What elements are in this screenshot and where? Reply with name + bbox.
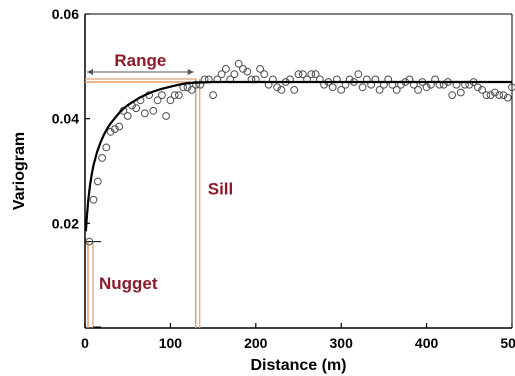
range-label: Range — [114, 51, 166, 70]
sample-point — [102, 143, 111, 152]
sample-point — [294, 70, 303, 79]
y-tick-label: 0.02 — [52, 215, 79, 231]
x-tick-label: 0 — [81, 335, 89, 351]
sample-point — [456, 88, 465, 97]
sample-point — [260, 70, 269, 79]
sample-point — [307, 70, 316, 79]
sample-point — [158, 91, 166, 99]
sample-point — [239, 65, 247, 73]
sample-point — [234, 59, 243, 68]
sample-point — [175, 91, 183, 99]
nugget-label: Nugget — [99, 274, 158, 293]
range-arrow-right-head — [187, 69, 194, 76]
sample-point — [243, 67, 252, 76]
sample-point — [508, 83, 515, 92]
sample-point — [273, 83, 282, 92]
sample-point — [222, 65, 230, 73]
axis-ticks: 0 100 200 300 400 500 0.02 0.04 0.06 — [52, 6, 515, 351]
sample-point — [115, 122, 124, 131]
sample-point — [290, 86, 299, 94]
sample-point — [486, 91, 495, 99]
sample-point — [192, 80, 200, 89]
sample-point — [499, 91, 508, 99]
range-arrow-left-head — [87, 69, 93, 76]
sample-point — [209, 91, 218, 99]
sample-point — [230, 70, 239, 79]
sample-point — [277, 86, 286, 94]
sill-label: Sill — [208, 180, 234, 199]
sample-point — [217, 70, 226, 79]
sample-point — [358, 83, 367, 92]
sample-point — [149, 106, 158, 115]
sample-point — [196, 80, 205, 89]
plot-frame — [84, 13, 513, 329]
sample-point — [98, 154, 106, 162]
sample-point — [256, 65, 265, 73]
sample-point — [298, 70, 307, 79]
sample-point — [473, 83, 482, 92]
sample-point — [422, 83, 431, 92]
sample-point — [337, 86, 346, 94]
x-tick-label: 200 — [244, 335, 268, 351]
x-tick-label: 400 — [415, 335, 439, 351]
sample-point — [354, 70, 363, 79]
x-tick-label: 100 — [159, 335, 183, 351]
sample-point — [106, 127, 115, 136]
sample-point — [170, 91, 179, 99]
sample-point — [162, 112, 171, 120]
sample-point — [478, 86, 487, 94]
sample-point — [328, 83, 337, 92]
x-tick-label: 300 — [330, 335, 354, 351]
sample-point — [153, 96, 162, 105]
x-axis-label: Distance (m) — [250, 357, 346, 374]
sample-point — [93, 177, 102, 186]
sample-point — [111, 125, 119, 134]
sample-point — [503, 93, 512, 102]
sample-points — [85, 59, 515, 246]
sample-point — [166, 96, 175, 105]
sample-point — [375, 86, 384, 94]
sample-point — [495, 91, 504, 99]
sample-point — [392, 86, 401, 94]
sample-point — [132, 104, 141, 113]
sample-point — [89, 195, 98, 204]
sample-point — [311, 70, 320, 79]
y-tick-label: 0.06 — [52, 6, 79, 22]
annotation-lines — [85, 69, 201, 328]
sample-point — [482, 91, 491, 99]
y-tick-label: 0.04 — [52, 111, 79, 127]
y-axis-label: Variogram — [11, 132, 28, 210]
model-curve — [84, 80, 512, 232]
sample-point — [140, 109, 149, 118]
x-tick-label: 500 — [500, 335, 515, 351]
sample-point — [123, 112, 132, 120]
sample-point — [491, 88, 499, 97]
sample-point — [187, 86, 196, 94]
sample-point — [414, 86, 423, 94]
sample-point — [85, 237, 94, 246]
sample-point — [448, 91, 457, 99]
